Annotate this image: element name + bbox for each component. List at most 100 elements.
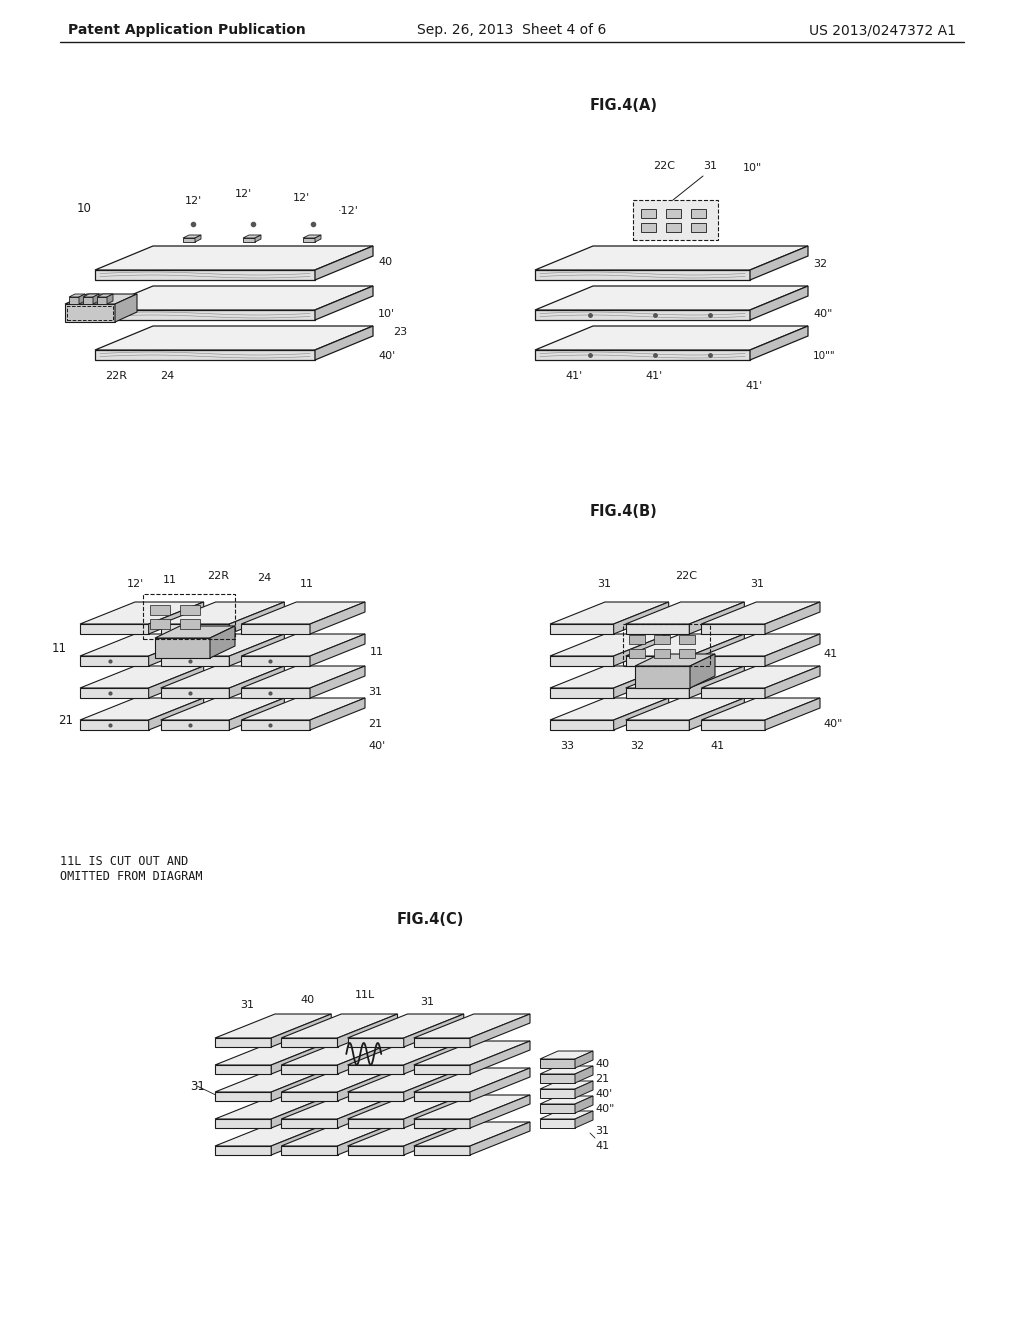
Polygon shape [242,634,365,656]
Polygon shape [282,1014,397,1038]
Polygon shape [347,1068,464,1092]
Text: 40": 40" [823,719,843,729]
Polygon shape [255,235,261,242]
Polygon shape [229,634,285,667]
Polygon shape [282,1122,397,1146]
Polygon shape [282,1146,338,1155]
Polygon shape [470,1014,530,1047]
Polygon shape [701,698,820,719]
Polygon shape [180,605,200,615]
Polygon shape [633,201,718,240]
Polygon shape [403,1041,464,1074]
Polygon shape [183,235,201,238]
Polygon shape [303,238,315,242]
Polygon shape [403,1068,464,1101]
Polygon shape [626,688,689,698]
Polygon shape [282,1092,338,1101]
Polygon shape [535,326,808,350]
Polygon shape [540,1104,575,1113]
Polygon shape [243,238,255,242]
Polygon shape [414,1065,470,1074]
Polygon shape [79,294,85,304]
Polygon shape [338,1096,397,1129]
Polygon shape [95,271,315,280]
Text: 32: 32 [630,741,644,751]
Polygon shape [161,719,229,730]
Polygon shape [666,209,681,218]
Polygon shape [347,1146,403,1155]
Text: 11: 11 [52,642,67,655]
Polygon shape [701,602,820,624]
Polygon shape [626,602,744,624]
Polygon shape [550,624,613,634]
Polygon shape [347,1014,464,1038]
Polygon shape [229,698,285,730]
Text: 33: 33 [560,741,574,751]
Polygon shape [80,634,204,656]
Polygon shape [95,286,373,310]
Text: 31: 31 [368,686,382,697]
Polygon shape [575,1067,593,1082]
Polygon shape [470,1096,530,1129]
Text: 11L: 11L [355,990,375,1001]
Polygon shape [550,634,669,656]
Text: 11: 11 [163,576,177,585]
Polygon shape [679,635,695,644]
Text: 41: 41 [710,741,724,751]
Polygon shape [310,634,365,667]
Polygon shape [195,235,201,242]
Polygon shape [161,602,285,624]
Polygon shape [215,1068,331,1092]
Polygon shape [271,1096,331,1129]
Polygon shape [161,634,285,656]
Polygon shape [540,1096,593,1104]
Polygon shape [150,619,170,630]
Polygon shape [540,1059,575,1068]
Text: 12': 12' [127,579,144,589]
Polygon shape [691,209,706,218]
Polygon shape [613,602,669,634]
Text: 31: 31 [595,1126,609,1137]
Text: FIG.4(A): FIG.4(A) [590,98,658,112]
Polygon shape [215,1146,271,1155]
Polygon shape [414,1041,530,1065]
Polygon shape [635,667,690,688]
Text: 31: 31 [240,1001,254,1010]
Polygon shape [310,698,365,730]
Polygon shape [315,286,373,319]
Polygon shape [95,310,315,319]
Polygon shape [65,304,115,322]
Polygon shape [95,246,373,271]
Polygon shape [347,1119,403,1129]
Text: 21: 21 [58,714,73,726]
Text: 11L IS CUT OUT AND
OMITTED FROM DIAGRAM: 11L IS CUT OUT AND OMITTED FROM DIAGRAM [60,855,203,883]
Polygon shape [765,698,820,730]
Polygon shape [95,326,373,350]
Text: 10': 10' [378,309,395,319]
Polygon shape [540,1074,575,1082]
Polygon shape [575,1081,593,1098]
Text: 22C: 22C [675,572,697,581]
Polygon shape [347,1038,403,1047]
Polygon shape [613,667,669,698]
Text: 11: 11 [300,579,314,589]
Polygon shape [106,294,113,304]
Text: 12': 12' [293,193,310,203]
Text: 40": 40" [595,1104,614,1114]
Polygon shape [215,1096,331,1119]
Polygon shape [641,223,656,232]
Text: 24: 24 [160,371,174,381]
Polygon shape [271,1122,331,1155]
Polygon shape [83,294,99,297]
Polygon shape [765,667,820,698]
Text: 32: 32 [813,259,827,269]
Polygon shape [97,294,113,297]
Polygon shape [347,1065,403,1074]
Polygon shape [80,656,148,667]
Text: 22R: 22R [207,572,229,581]
Polygon shape [161,624,229,634]
Text: 23: 23 [75,308,90,321]
Polygon shape [414,1014,530,1038]
Polygon shape [535,310,750,319]
Text: 40": 40" [813,309,833,319]
